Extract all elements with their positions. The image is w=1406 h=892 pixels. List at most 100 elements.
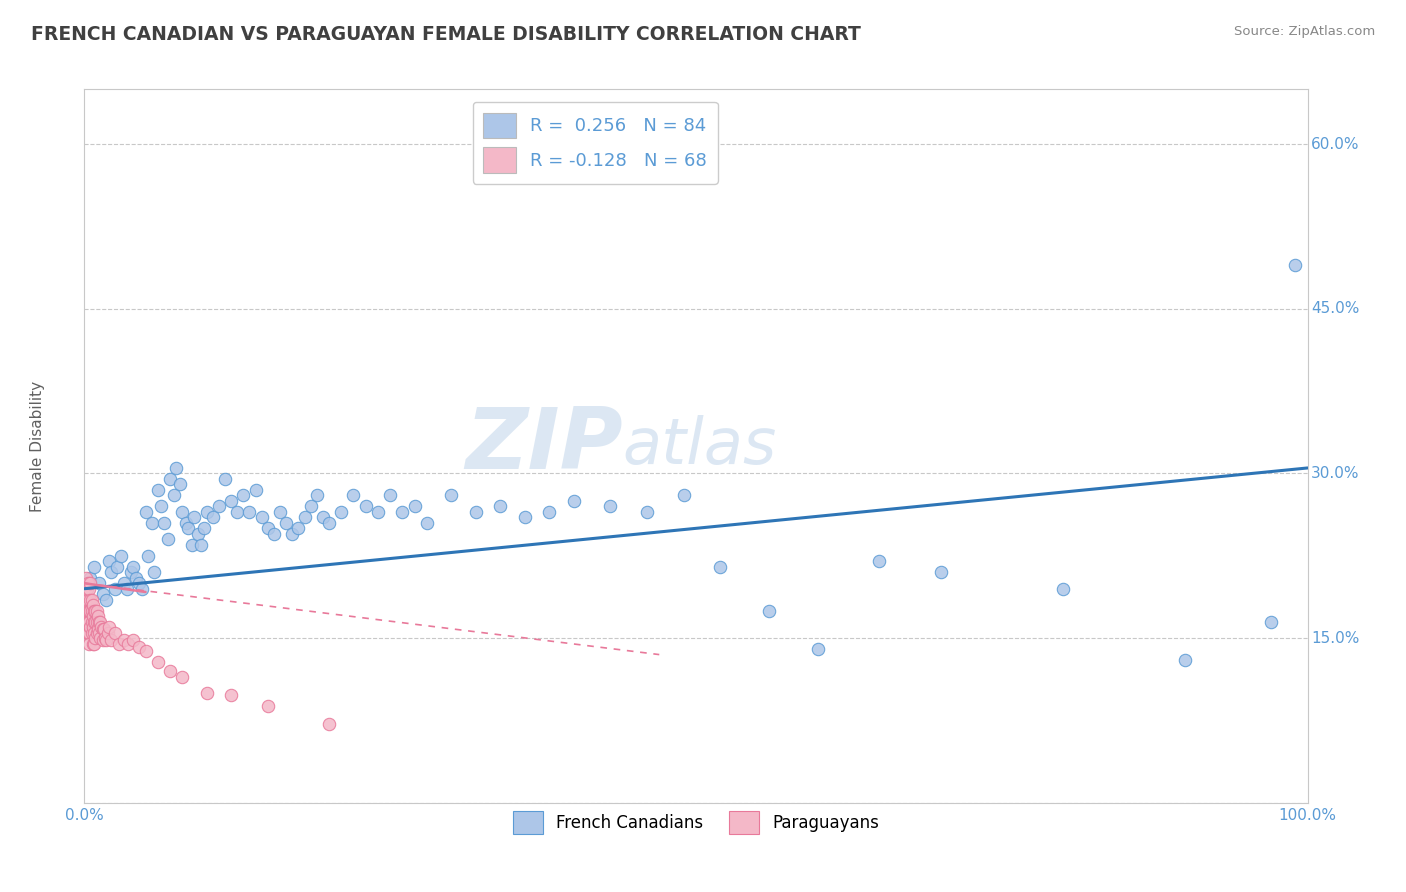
Point bbox=[112, 576, 135, 591]
Point bbox=[190, 538, 212, 552]
Point bbox=[1284, 258, 1306, 272]
Point bbox=[153, 516, 176, 530]
Point bbox=[318, 716, 340, 731]
Point bbox=[159, 664, 181, 678]
Point bbox=[125, 571, 148, 585]
Point bbox=[201, 510, 224, 524]
Point bbox=[83, 625, 105, 640]
Point bbox=[104, 625, 127, 640]
Point bbox=[165, 461, 187, 475]
Point bbox=[330, 505, 353, 519]
Point bbox=[82, 609, 104, 624]
Point bbox=[76, 615, 98, 629]
Point bbox=[77, 625, 100, 640]
Point bbox=[299, 500, 322, 514]
Point bbox=[391, 505, 413, 519]
Text: FRENCH CANADIAN VS PARAGUAYAN FEMALE DISABILITY CORRELATION CHART: FRENCH CANADIAN VS PARAGUAYAN FEMALE DIS… bbox=[31, 25, 860, 44]
Point bbox=[128, 640, 150, 654]
Point bbox=[226, 505, 249, 519]
Point bbox=[94, 631, 117, 645]
Point bbox=[80, 592, 103, 607]
Text: ZIP: ZIP bbox=[465, 404, 623, 488]
Point bbox=[195, 505, 218, 519]
Point bbox=[131, 582, 153, 596]
Point bbox=[538, 505, 561, 519]
Point bbox=[79, 576, 101, 591]
Point bbox=[79, 571, 101, 585]
Point bbox=[181, 538, 204, 552]
Point bbox=[86, 615, 108, 629]
Point bbox=[76, 598, 98, 612]
Point bbox=[77, 592, 100, 607]
Point bbox=[82, 637, 104, 651]
Point bbox=[195, 686, 218, 700]
Point bbox=[84, 631, 107, 645]
Text: Source: ZipAtlas.com: Source: ZipAtlas.com bbox=[1234, 25, 1375, 38]
Point bbox=[77, 582, 100, 596]
Point bbox=[636, 505, 658, 519]
Point bbox=[562, 494, 585, 508]
Point bbox=[86, 625, 108, 640]
Point bbox=[90, 620, 112, 634]
Point bbox=[110, 549, 132, 563]
Point bbox=[440, 488, 463, 502]
Point bbox=[87, 609, 110, 624]
Point bbox=[263, 526, 285, 541]
Point bbox=[187, 526, 209, 541]
Point bbox=[159, 472, 181, 486]
Point bbox=[238, 505, 260, 519]
Point bbox=[86, 604, 108, 618]
Point bbox=[174, 516, 197, 530]
Point bbox=[96, 592, 118, 607]
Point bbox=[163, 488, 186, 502]
Point bbox=[257, 699, 280, 714]
Point bbox=[83, 604, 105, 618]
Point bbox=[120, 566, 142, 580]
Point bbox=[141, 516, 163, 530]
Point bbox=[136, 549, 159, 563]
Point bbox=[112, 633, 135, 648]
Point bbox=[75, 592, 97, 607]
Point bbox=[156, 533, 179, 547]
Point bbox=[76, 625, 98, 640]
Point bbox=[76, 582, 98, 596]
Point bbox=[105, 559, 128, 574]
Point bbox=[82, 620, 104, 634]
Point bbox=[77, 615, 100, 629]
Point bbox=[672, 488, 695, 502]
Point bbox=[79, 604, 101, 618]
Point bbox=[77, 615, 100, 629]
Point bbox=[100, 633, 122, 648]
Point bbox=[150, 500, 173, 514]
Point bbox=[404, 500, 426, 514]
Point bbox=[107, 637, 129, 651]
Point bbox=[929, 566, 952, 580]
Legend: French Canadians, Paraguayans: French Canadians, Paraguayans bbox=[506, 804, 886, 841]
Point bbox=[709, 559, 731, 574]
Point bbox=[115, 582, 138, 596]
Point bbox=[1174, 653, 1197, 667]
Point bbox=[87, 625, 110, 640]
Point bbox=[367, 505, 389, 519]
Text: atlas: atlas bbox=[623, 415, 778, 477]
Point bbox=[232, 488, 254, 502]
Point bbox=[219, 688, 242, 702]
Point bbox=[91, 587, 114, 601]
Point bbox=[489, 500, 512, 514]
Point bbox=[305, 488, 328, 502]
Text: 15.0%: 15.0% bbox=[1312, 631, 1360, 646]
Point bbox=[135, 505, 157, 519]
Point bbox=[342, 488, 364, 502]
Point bbox=[77, 625, 100, 640]
Point bbox=[83, 637, 105, 651]
Point bbox=[77, 604, 100, 618]
Point bbox=[416, 516, 439, 530]
Point bbox=[214, 472, 236, 486]
Point bbox=[287, 521, 309, 535]
Point bbox=[128, 576, 150, 591]
Point bbox=[172, 669, 194, 683]
Point bbox=[318, 516, 340, 530]
Point bbox=[294, 510, 316, 524]
Point bbox=[122, 559, 145, 574]
Point bbox=[807, 642, 830, 657]
